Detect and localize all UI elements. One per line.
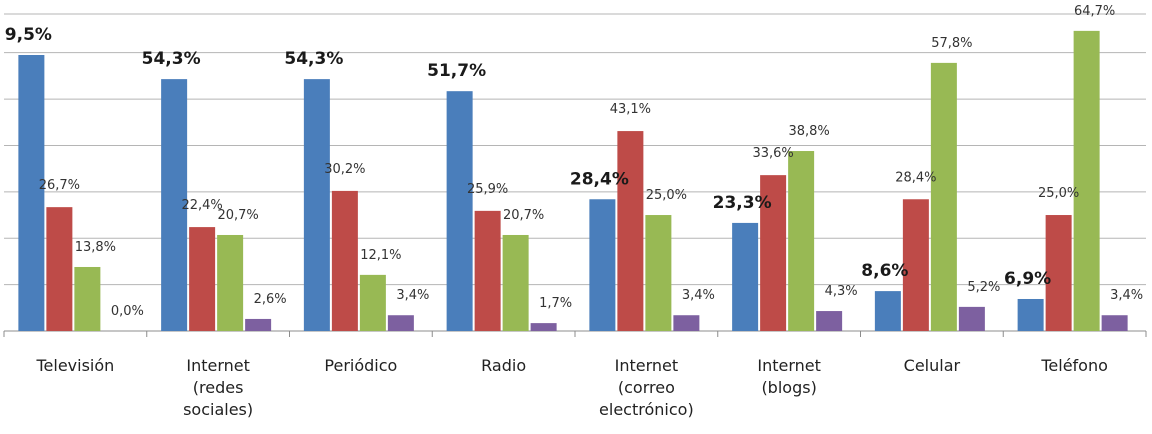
bar xyxy=(161,79,188,332)
category-label: Internet (blogs) xyxy=(757,356,821,397)
value-label: 23,3% xyxy=(713,193,772,213)
bar xyxy=(331,190,358,331)
value-label: 28,4% xyxy=(895,170,936,185)
bar xyxy=(589,199,616,331)
bar xyxy=(673,315,700,331)
bar xyxy=(1045,215,1072,331)
category-label: Celular xyxy=(904,356,961,375)
bar xyxy=(502,234,529,331)
value-labels: 9,5% 54,3% 54,3% 51,7% 28,4% 23,3% 8,6% 6,9% 26,… xyxy=(5,4,1143,319)
value-label: 1,7% xyxy=(539,296,572,311)
bar xyxy=(902,199,929,331)
value-label: 20,7% xyxy=(217,208,258,223)
value-label: 25,0% xyxy=(1038,186,1079,201)
category-label: Internet (correo electrónico) xyxy=(599,356,694,419)
value-label: 12,1% xyxy=(360,248,401,263)
category-label: Teléfono xyxy=(1040,356,1108,375)
category-label: Periódico xyxy=(324,356,397,375)
category-labels: Televisión Internet (redes sociales) Periódi… xyxy=(35,356,1107,419)
value-label: 20,7% xyxy=(503,208,544,223)
value-label: 22,4% xyxy=(181,198,222,213)
value-label: 6,9% xyxy=(1004,269,1051,289)
category-label: Radio xyxy=(481,356,526,375)
value-label: 25,9% xyxy=(467,182,508,197)
category-label: Internet (redes sociales) xyxy=(183,356,253,419)
bar xyxy=(303,79,330,332)
bar xyxy=(446,91,473,331)
value-label: 0,0% xyxy=(111,304,144,319)
value-label: 54,3% xyxy=(284,49,343,69)
value-label: 64,7% xyxy=(1074,4,1115,19)
bar xyxy=(874,291,901,331)
bar xyxy=(617,131,644,331)
value-label: 38,8% xyxy=(788,124,829,139)
value-label: 3,4% xyxy=(1110,288,1143,303)
bar xyxy=(788,151,815,331)
value-label: 4,3% xyxy=(825,284,858,299)
value-label: 8,6% xyxy=(861,261,908,281)
value-label: 51,7% xyxy=(427,61,486,81)
bar xyxy=(74,266,101,331)
bar xyxy=(816,311,843,331)
value-label: 25,0% xyxy=(646,188,687,203)
bars xyxy=(18,30,1128,332)
bar xyxy=(46,207,73,331)
bar xyxy=(189,227,216,331)
category-label: Televisión xyxy=(35,356,114,375)
value-label: 3,4% xyxy=(682,288,715,303)
bar xyxy=(217,234,244,331)
value-label: 54,3% xyxy=(142,49,201,69)
value-label: 9,5% xyxy=(5,25,52,45)
bar xyxy=(930,62,957,332)
bar xyxy=(18,55,45,331)
value-label: 57,8% xyxy=(931,36,972,51)
bar xyxy=(474,210,501,331)
bar xyxy=(1073,30,1100,331)
bar xyxy=(387,315,414,331)
bar xyxy=(1017,298,1044,331)
bar xyxy=(359,274,386,331)
bar xyxy=(245,318,272,331)
value-label: 43,1% xyxy=(610,102,651,117)
bar xyxy=(530,323,557,331)
bar xyxy=(760,175,787,331)
value-label: 26,7% xyxy=(39,178,80,193)
value-label: 2,6% xyxy=(254,292,287,307)
bar xyxy=(1101,315,1128,331)
value-label: 13,8% xyxy=(75,240,116,255)
bar xyxy=(645,215,672,331)
value-label: 5,2% xyxy=(967,280,1000,295)
value-label: 33,6% xyxy=(752,146,793,161)
x-axis xyxy=(3,331,1147,337)
bar xyxy=(958,306,985,331)
bar xyxy=(732,222,759,331)
value-label: 30,2% xyxy=(324,162,365,177)
value-label: 3,4% xyxy=(396,288,429,303)
value-label: 28,4% xyxy=(570,169,629,189)
